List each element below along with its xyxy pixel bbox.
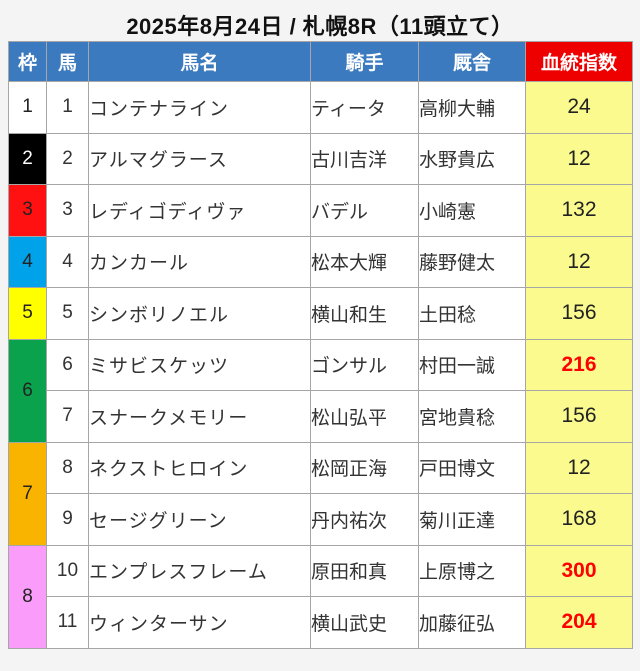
stable-cell: 藤野健太 — [418, 235, 526, 288]
frame-cell: 2 — [8, 132, 47, 185]
table-row: 7 8 ネクストヒロイン 松岡正海 戸田博文 12 — [8, 441, 633, 546]
horse-name-cell: アルマグラース — [88, 132, 311, 185]
col-header-stable: 厩舎 — [418, 41, 526, 82]
stable-cell: 上原博之 — [418, 544, 526, 597]
blood-index-cell: 168 — [525, 493, 633, 546]
horse-number-cell: 10 — [46, 544, 89, 597]
col-header-frame: 枠 — [8, 41, 47, 82]
table-row: 6 6 ミサビスケッツ ゴンサル 村田一誠 216 — [8, 338, 633, 443]
horse-name-cell: レディゴディヴァ — [88, 184, 311, 237]
horse-name-cell: ウィンターサン — [88, 596, 311, 649]
horse-number-cell: 2 — [46, 132, 89, 185]
header-row: 枠 馬 馬名 騎手 厩舎 血統指数 — [8, 41, 633, 82]
table-row: 3 3 レディゴディヴァ バデル 小崎憲 132 — [8, 184, 633, 237]
horse-name-cell: カンカール — [88, 235, 311, 288]
horse-number-cell: 5 — [46, 287, 89, 340]
horse-number-cell: 6 — [46, 338, 89, 391]
table-row: 2 2 アルマグラース 古川吉洋 水野貴広 12 — [8, 132, 633, 185]
jockey-cell: 松山弘平 — [310, 390, 419, 443]
stable-cell: 加藤征弘 — [418, 596, 526, 649]
stable-cell: 菊川正達 — [418, 493, 526, 546]
horse-name-cell: スナークメモリー — [88, 390, 311, 443]
col-header-jockey: 騎手 — [310, 41, 419, 82]
blood-index-cell: 12 — [525, 235, 633, 288]
horse-number-cell: 11 — [46, 596, 89, 649]
stable-cell: 宮地貴稔 — [418, 390, 526, 443]
horse-name-cell: ミサビスケッツ — [88, 338, 311, 391]
horse-number-cell: 3 — [46, 184, 89, 237]
jockey-cell: 丹内祐次 — [310, 493, 419, 546]
horse-number-cell: 7 — [46, 390, 89, 443]
frame-cell: 7 — [8, 441, 47, 546]
table-row: 11 ウィンターサン 横山武史 加藤征弘 204 — [9, 596, 633, 649]
blood-index-cell: 156 — [525, 287, 633, 340]
blood-index-cell: 204 — [525, 596, 633, 649]
table-row: 7 スナークメモリー 松山弘平 宮地貴稔 156 — [9, 390, 633, 443]
horse-name-cell: セージグリーン — [88, 493, 311, 546]
jockey-cell: 原田和真 — [310, 544, 419, 597]
horse-name-cell: ネクストヒロイン — [88, 441, 311, 494]
table-row: 8 10 エンプレスフレーム 原田和真 上原博之 300 — [8, 544, 633, 649]
frame-cell: 8 — [8, 544, 47, 649]
jockey-cell: 横山武史 — [310, 596, 419, 649]
jockey-cell: ゴンサル — [310, 338, 419, 391]
table-row: 1 1 コンテナライン ティータ 高柳大輔 24 — [8, 81, 633, 134]
col-header-blood-index: 血統指数 — [525, 41, 633, 82]
stable-cell: 高柳大輔 — [418, 81, 526, 134]
jockey-cell: ティータ — [310, 81, 419, 134]
horse-number-cell: 4 — [46, 235, 89, 288]
race-entry-table: 枠 馬 馬名 騎手 厩舎 血統指数 1 1 コンテナライン ティータ 高柳大輔 … — [8, 41, 633, 649]
stable-cell: 水野貴広 — [418, 132, 526, 185]
blood-index-cell: 216 — [525, 338, 633, 391]
col-header-number: 馬 — [46, 41, 89, 82]
blood-index-cell: 12 — [525, 132, 633, 185]
frame-cell: 1 — [8, 81, 47, 134]
page-title: 2025年8月24日 / 札幌8R（11頭立て） — [126, 14, 514, 39]
table-row: 5 5 シンボリノエル 横山和生 土田稔 156 — [8, 287, 633, 340]
table-row: 9 セージグリーン 丹内祐次 菊川正達 168 — [9, 493, 633, 546]
horse-name-cell: エンプレスフレーム — [88, 544, 311, 597]
blood-index-cell: 24 — [525, 81, 633, 134]
frame-cell: 5 — [8, 287, 47, 340]
stable-cell: 村田一誠 — [418, 338, 526, 391]
blood-index-cell: 12 — [525, 441, 633, 494]
horse-number-cell: 9 — [46, 493, 89, 546]
horse-number-cell: 8 — [46, 441, 89, 494]
col-header-name: 馬名 — [88, 41, 311, 82]
stable-cell: 小崎憲 — [418, 184, 526, 237]
horse-number-cell: 1 — [46, 81, 89, 134]
stable-cell: 戸田博文 — [418, 441, 526, 494]
blood-index-cell: 300 — [525, 544, 633, 597]
jockey-cell: 松岡正海 — [310, 441, 419, 494]
horse-name-cell: コンテナライン — [88, 81, 311, 134]
stable-cell: 土田稔 — [418, 287, 526, 340]
jockey-cell: 古川吉洋 — [310, 132, 419, 185]
blood-index-cell: 156 — [525, 390, 633, 443]
table-row: 4 4 カンカール 松本大輝 藤野健太 12 — [8, 235, 633, 288]
blood-index-cell: 132 — [525, 184, 633, 237]
frame-cell: 4 — [8, 235, 47, 288]
jockey-cell: 横山和生 — [310, 287, 419, 340]
jockey-cell: 松本大輝 — [310, 235, 419, 288]
horse-name-cell: シンボリノエル — [88, 287, 311, 340]
jockey-cell: バデル — [310, 184, 419, 237]
frame-cell: 6 — [8, 338, 47, 443]
frame-cell: 3 — [8, 184, 47, 237]
